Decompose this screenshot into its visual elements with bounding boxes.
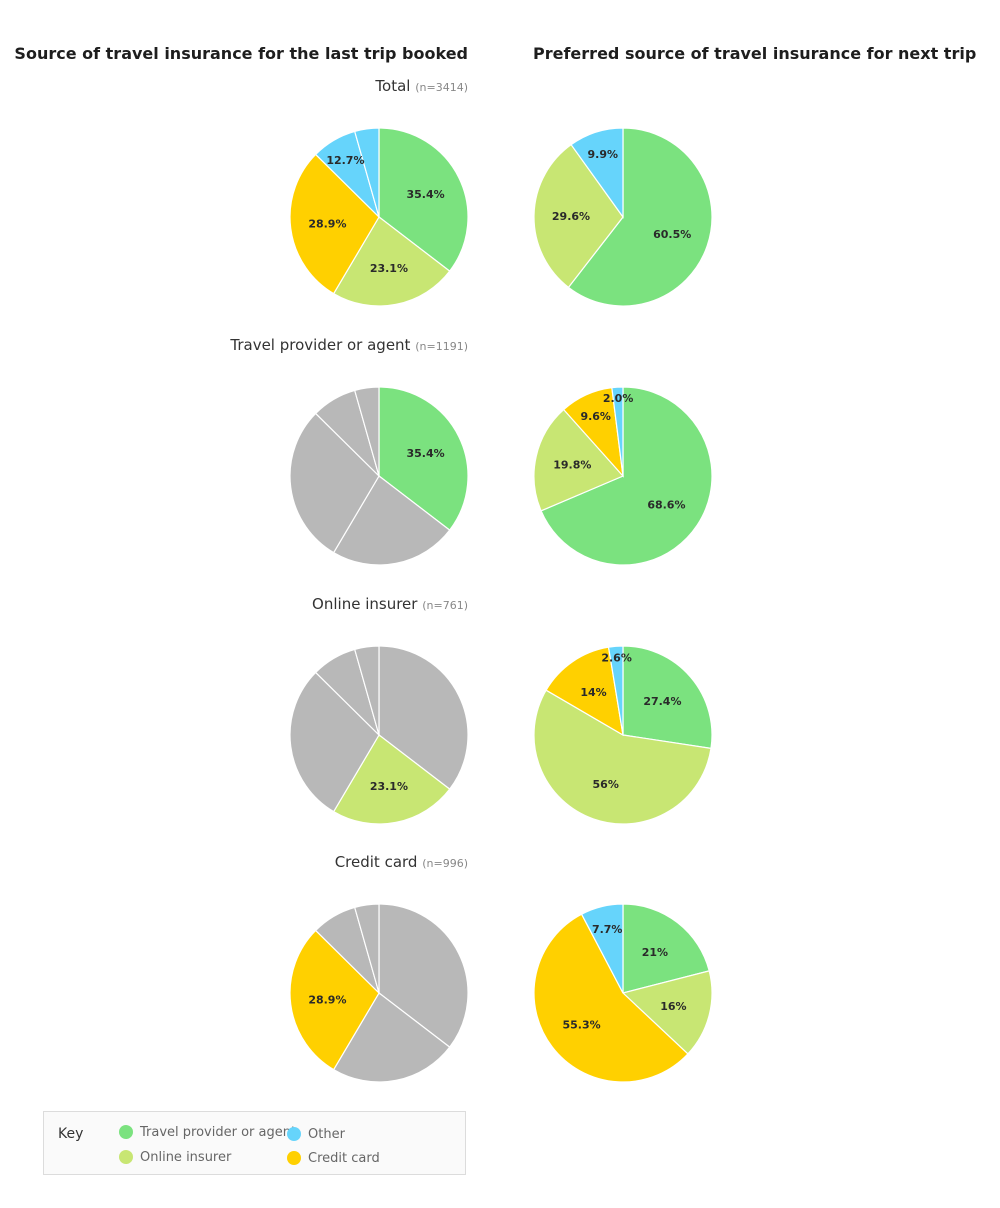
data-label-online-insurer: 19.8% [553, 459, 591, 472]
pie-slice-other [580, 903, 624, 994]
data-label-other: 2.0% [603, 392, 634, 405]
data-label-credit-card: 28.9% [308, 218, 346, 231]
data-label-online-insurer: 29.6% [552, 210, 590, 223]
pie-travel-provider-next-trip: 68.6% 19.8% 9.6% 2.0% [533, 386, 713, 566]
legend-item-online-insurer: Online insurer [119, 1149, 232, 1165]
data-label-online-insurer: 56% [593, 778, 619, 791]
legend-item-travel-provider: Travel provider or agent [119, 1124, 297, 1140]
data-label-travel-provider-or-agent: 27.4% [643, 695, 681, 708]
pie-slice-travel-provider-or-agent [540, 386, 713, 566]
legend-label: Travel provider or agent [140, 1125, 297, 1140]
pie-credit-card-last-trip: 28.9% [289, 903, 469, 1083]
row-title: Travel provider or agent [230, 336, 411, 354]
pie-slice-online-insurer [332, 475, 451, 566]
pie-slice-other [353, 127, 380, 218]
legend-label: Other [308, 1127, 345, 1142]
pie-slice-travel-provider-or-agent [378, 903, 469, 1048]
pie-total-last-trip: 35.4% 23.1% 28.9% 12.7% [289, 127, 469, 307]
data-label-other: 9.9% [588, 148, 619, 161]
data-label-online-insurer: 23.1% [370, 262, 408, 275]
pie-slice-credit-card [289, 671, 380, 813]
row-sample-size: (n=1191) [415, 340, 468, 353]
legend-item-credit-card: Credit card [287, 1150, 380, 1166]
data-label-travel-provider-or-agent: 21% [642, 946, 668, 959]
pie-online-insurer-last-trip: 23.1% [289, 645, 469, 825]
pie-online-insurer-next-trip: 27.4% 56% 14% 2.6% [533, 645, 713, 825]
legend-swatch [119, 1149, 133, 1164]
pie-slice-travel-provider-or-agent [378, 386, 469, 531]
pie-slice-other [353, 386, 380, 477]
data-label-online-insurer: 16% [660, 1000, 686, 1013]
pie-credit-card-next-trip: 21% 16% 55.3% 7.7% [533, 903, 713, 1083]
pie-total-next-trip: 60.5% 29.6% 9.9% [533, 127, 713, 307]
row-label-total: Total (n=3414) [375, 77, 468, 95]
right-column-title: Preferred source of travel insurance for… [533, 44, 977, 63]
row-title: Total [375, 77, 411, 95]
pie-slice-online-insurer [533, 689, 712, 825]
legend-label: Credit card [308, 1151, 380, 1166]
pie-slice-other [353, 645, 380, 736]
legend-swatch [119, 1124, 133, 1139]
legend: Key Travel provider or agent Online insu… [43, 1111, 466, 1175]
pie-slice-other [607, 645, 624, 736]
data-label-credit-card: 28.9% [308, 994, 346, 1007]
pie-slice-online-insurer [621, 970, 713, 1055]
left-column-title: Source of travel insurance for the last … [14, 44, 468, 63]
pie-slice-online-insurer [533, 408, 625, 512]
data-label-travel-provider-or-agent: 68.6% [647, 499, 685, 512]
row-sample-size: (n=761) [422, 599, 468, 612]
legend-title: Key [58, 1126, 84, 1142]
row-title: Online insurer [312, 595, 418, 613]
legend-label: Online insurer [140, 1150, 232, 1165]
pie-slice-online-insurer [533, 143, 624, 289]
pie-slice-other [353, 903, 380, 994]
data-label-other: 7.7% [592, 923, 623, 936]
pie-slice-credit-card [533, 913, 689, 1083]
row-sample-size: (n=996) [422, 857, 468, 870]
data-label-travel-provider-or-agent: 60.5% [653, 228, 691, 241]
pie-slice-travel-provider-or-agent [567, 127, 713, 307]
pie-slice-credit-card [289, 153, 380, 295]
pie-slice-online-insurer [332, 216, 451, 307]
data-label-credit-card: 14% [580, 686, 606, 699]
data-label-online-insurer: 23.1% [370, 780, 408, 793]
legend-swatch [287, 1150, 301, 1165]
data-label-travel-provider-or-agent: 35.4% [407, 188, 445, 201]
pie-slice-online-insurer [332, 734, 451, 825]
pie-slice-online-insurer [332, 992, 451, 1083]
pie-slice-travel-provider-or-agent [378, 645, 469, 790]
data-label-other: 12.7% [326, 154, 364, 167]
row-title: Credit card [334, 853, 418, 871]
pie-slice-travel-provider-or-agent [622, 903, 710, 994]
data-label-other: 2.6% [601, 651, 632, 664]
pie-slice-credit-card [545, 646, 624, 737]
pie-slice-other [611, 386, 624, 477]
pie-slice-other [570, 127, 624, 219]
row-label-credit-card: Credit card (n=996) [335, 853, 468, 871]
row-sample-size: (n=3414) [415, 81, 468, 94]
data-label-credit-card: 9.6% [580, 410, 611, 423]
pie-travel-provider-last-trip: 35.4% [289, 386, 469, 566]
pie-slice-credit-card [289, 929, 380, 1071]
row-label-travel-provider: Travel provider or agent (n=1191) [230, 336, 468, 354]
pie-slice-travel-provider-or-agent [622, 645, 713, 750]
pie-slice-credit-card [289, 412, 380, 554]
legend-item-other: Other [287, 1126, 345, 1142]
row-label-online-insurer: Online insurer (n=761) [312, 595, 468, 613]
pie-slice-travel-provider-or-agent [378, 127, 469, 272]
data-label-credit-card: 55.3% [563, 1019, 601, 1032]
legend-swatch [287, 1126, 301, 1141]
data-label-travel-provider-or-agent: 35.4% [407, 447, 445, 460]
